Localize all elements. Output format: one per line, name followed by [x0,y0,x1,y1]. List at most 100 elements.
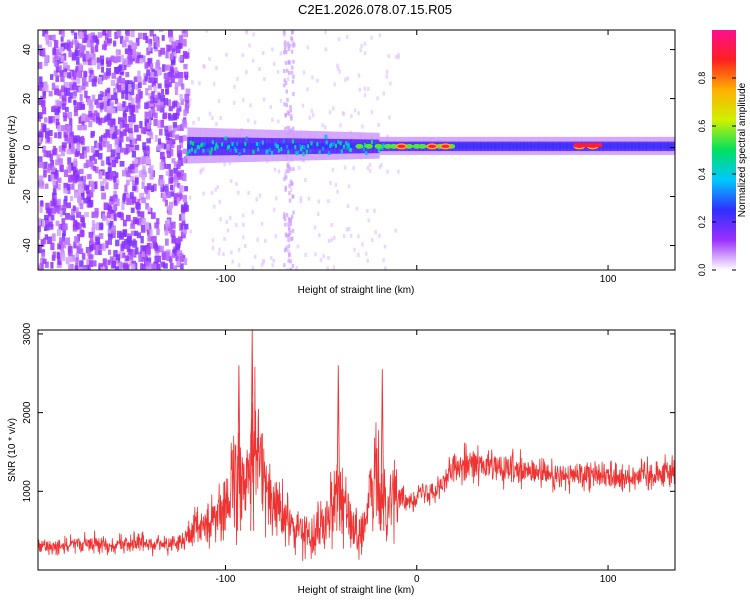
heatmap-cell [172,236,177,243]
heatmap-cell [134,167,138,174]
heatmap-cell [109,157,113,163]
heatmap-cell [41,48,46,56]
heatmap-cell [339,141,344,146]
heatmap-cell [157,120,161,128]
heatmap-cell [378,33,382,38]
snr-line [38,366,675,562]
heatmap-cell [53,198,57,206]
heatmap-cell [370,110,374,115]
heatmap-cell [329,181,332,186]
heatmap-cell [525,143,528,149]
heatmap-cell [296,143,299,149]
heatmap-cell [38,112,43,119]
heatmap-cell [237,263,241,268]
heatmap-cell [397,169,400,174]
heatmap-cell [109,106,114,114]
heatmap-cell [556,143,559,149]
heatmap-cell [106,99,111,106]
heatmap-cell [122,229,127,237]
heatmap-cell [133,262,138,270]
heatmap-cell [57,131,62,139]
heatmap-cell [244,244,247,249]
heatmap-cell [71,39,76,45]
heatmap-cell [93,158,98,165]
heatmap-cell [147,234,151,242]
heatmap-cell [332,106,335,111]
heatmap-cell [219,143,222,149]
heatmap-cell [66,187,71,195]
heatmap-cell [322,254,325,259]
heatmap-cell [207,148,212,153]
heatmap-cell [128,128,133,134]
heatmap-cell [81,104,86,110]
heatmap-cell [625,143,628,149]
heatmap-cell [174,81,179,89]
heatmap-cell [283,83,286,88]
heatmap-cell [296,150,301,155]
heatmap-cell [671,143,674,149]
heatmap-cell [90,32,95,40]
heatmap-cell [57,124,61,132]
heatmap-cell [201,142,206,147]
heatmap-cell [120,262,125,269]
heatmap-cell [110,155,116,162]
heatmap-cell [162,185,168,192]
heatmap-cell [173,167,178,174]
heatmap-cell [43,117,48,123]
heatmap-cell [74,106,78,112]
heatmap-cell [77,102,82,111]
heatmap-cell [100,185,105,192]
heatmap-cell [95,237,101,245]
heatmap-cell [361,242,364,247]
heatmap-cell [266,143,269,149]
heatmap-cell [176,197,180,204]
heatmap-cell [105,172,111,179]
heatmap-cell [96,62,101,70]
heatmap-cell [263,77,266,82]
heatmap-cell [120,83,126,91]
heatmap-cell [123,244,128,250]
heatmap-cell [205,143,208,149]
heatmap-cell [60,251,64,258]
heatmap-cell [132,240,138,248]
heatmap-cell [360,44,363,49]
heatmap-cell [79,203,84,210]
heatmap-cell [168,36,174,43]
heatmap-cell [210,190,214,195]
heatmap-cell [292,74,295,79]
heatmap-cell [300,147,305,152]
heatmap-cell [340,143,343,149]
heatmap-cell [350,143,354,149]
heatmap-cell [153,85,157,93]
heatmap-cell [455,143,458,149]
heatmap-cell [102,137,107,144]
heatmap-cell [501,143,505,149]
heatmap-cell [144,76,148,82]
heatmap-cell [81,114,86,123]
heatmap-cell [166,191,172,199]
heatmap-cell [620,143,623,149]
heatmap-cell [85,52,90,60]
heatmap-cell [40,99,46,108]
heatmap-cell [277,119,280,124]
heatmap-cell [208,143,211,149]
heatmap-cell [342,112,345,117]
heatmap-cell [179,93,183,101]
heatmap-cell [149,132,154,140]
heatmap-cell [283,78,286,83]
heatmap-cell [231,142,236,147]
heatmap-cell [156,218,160,225]
heatmap-cell [74,151,79,158]
heatmap-cell [609,143,613,149]
heatmap-cell [143,127,147,135]
heatmap-cell [63,182,68,190]
heatmap-cell [145,202,150,210]
heatmap-cell [353,143,356,149]
heatmap-cell [366,86,370,91]
heatmap-cell [164,224,168,232]
snr-ytick-label: 1000 [22,480,33,503]
heatmap-cell [73,109,79,117]
heatmap-cell [145,192,151,200]
heatmap-cell [468,143,471,149]
